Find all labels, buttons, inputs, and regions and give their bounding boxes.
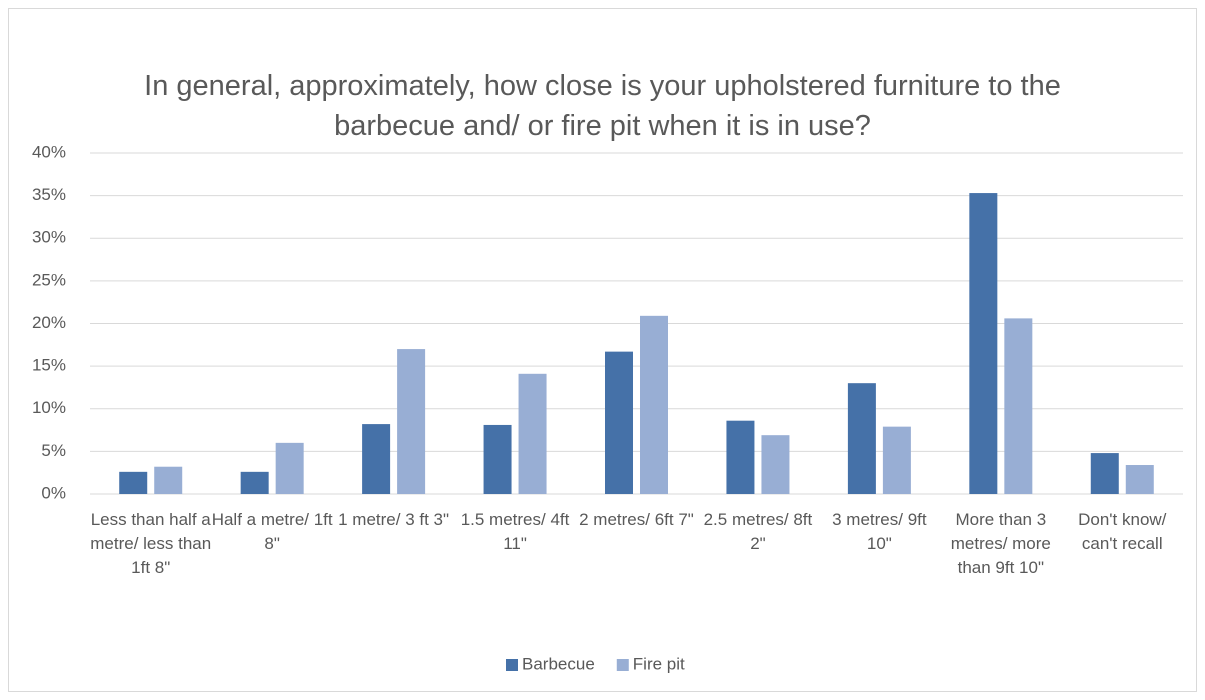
chart-title: In general, approximately, how close is … bbox=[144, 70, 1061, 142]
y-tick-label: 20% bbox=[32, 313, 66, 332]
x-tick-label: Don't know/ can't recall bbox=[1078, 510, 1167, 553]
x-tick-label: 2.5 metres/ 8ft 2" bbox=[703, 510, 813, 553]
bar bbox=[275, 442, 304, 494]
bar bbox=[362, 424, 391, 494]
legend-label: Fire pit bbox=[633, 654, 685, 673]
bar bbox=[240, 471, 269, 494]
bar bbox=[119, 471, 148, 494]
bar bbox=[154, 466, 183, 494]
bar bbox=[1004, 318, 1033, 494]
bar bbox=[1090, 453, 1119, 494]
x-tick-label: 2 metres/ 6ft 7" bbox=[579, 510, 694, 529]
bar bbox=[483, 424, 512, 494]
bar bbox=[969, 193, 998, 494]
x-tick-label: 3 metres/ 9ft 10" bbox=[832, 510, 927, 553]
y-tick-label: 0% bbox=[41, 483, 66, 502]
y-tick-label: 10% bbox=[32, 398, 66, 417]
y-tick-label: 15% bbox=[32, 356, 66, 375]
x-tick-label: 1 metre/ 3 ft 3" bbox=[338, 510, 450, 529]
bar bbox=[761, 435, 790, 494]
y-tick-label: 30% bbox=[32, 228, 66, 247]
bar bbox=[605, 351, 633, 494]
x-tick-label: 1.5 metres/ 4ft 11" bbox=[460, 510, 570, 553]
y-tick-label: 40% bbox=[32, 142, 66, 161]
y-tick-label: 5% bbox=[41, 441, 66, 460]
x-tick-label: Half a metre/ 1ft 8" bbox=[211, 510, 333, 553]
legend-swatch bbox=[506, 659, 518, 671]
y-tick-label: 25% bbox=[32, 270, 66, 289]
bar bbox=[518, 373, 547, 494]
legend-label: Barbecue bbox=[522, 654, 595, 673]
bar bbox=[847, 383, 876, 494]
x-tick-label: Less than half a metre/ less than 1ft 8" bbox=[90, 510, 212, 577]
x-tick-label: More than 3 metres/ more than 9ft 10" bbox=[950, 510, 1051, 577]
bar bbox=[882, 426, 911, 494]
chart-frame bbox=[8, 8, 1197, 692]
bar bbox=[726, 420, 755, 494]
y-tick-label: 35% bbox=[32, 185, 66, 204]
legend-swatch bbox=[616, 659, 629, 671]
bar bbox=[1125, 465, 1154, 494]
bar bbox=[397, 349, 426, 494]
bar bbox=[640, 315, 668, 494]
